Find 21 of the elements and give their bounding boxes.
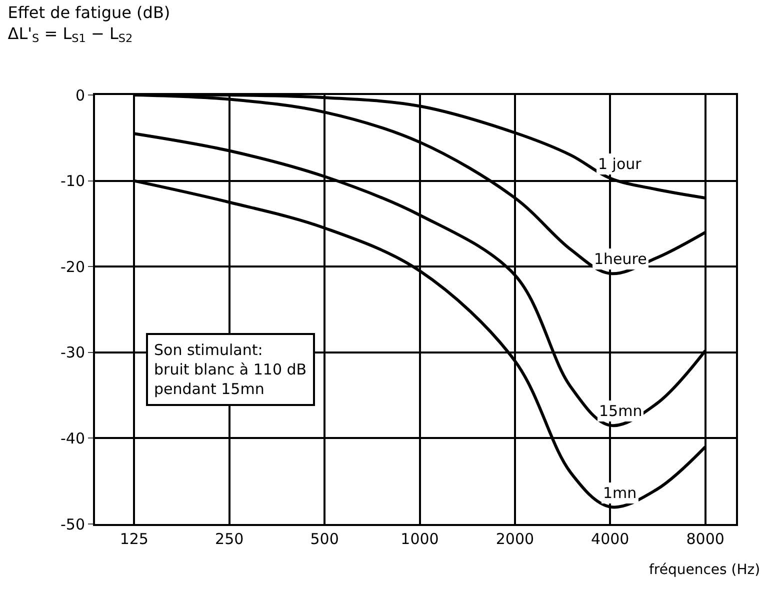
- x-tick-label: 8000: [686, 530, 724, 548]
- annotation: Son stimulant: bruit blanc à 110 dB pendant 15mn: [154, 341, 307, 398]
- series-label: 15mn: [599, 402, 642, 420]
- x-tick-label: 250: [215, 530, 244, 548]
- series-label: 1heure: [594, 250, 647, 268]
- chart-title: Effet de fatigue (dB): [8, 2, 170, 22]
- y-tick-label: -30: [60, 344, 85, 362]
- series-label: 1mn: [603, 484, 637, 502]
- y-tick-label: -10: [60, 172, 85, 190]
- y-tick-label: -20: [60, 258, 85, 276]
- y-tick-label: 0: [75, 86, 85, 104]
- x-tick-label: 2000: [496, 530, 534, 548]
- y-tick-label: -50: [60, 515, 85, 534]
- x-tick-label: 125: [120, 530, 148, 548]
- x-axis-title: fréquences (Hz): [649, 562, 760, 578]
- x-tick-label: 500: [310, 530, 339, 548]
- x-tick-label: 4000: [591, 530, 630, 548]
- series-label: 1 jour: [598, 155, 642, 173]
- x-tick-label: 1000: [400, 530, 439, 548]
- y-tick-label: -40: [60, 429, 85, 448]
- chart-subtitle: ΔL'$_{S}$ = L$_{S1}$ − L$_{S2}$: [8, 24, 133, 46]
